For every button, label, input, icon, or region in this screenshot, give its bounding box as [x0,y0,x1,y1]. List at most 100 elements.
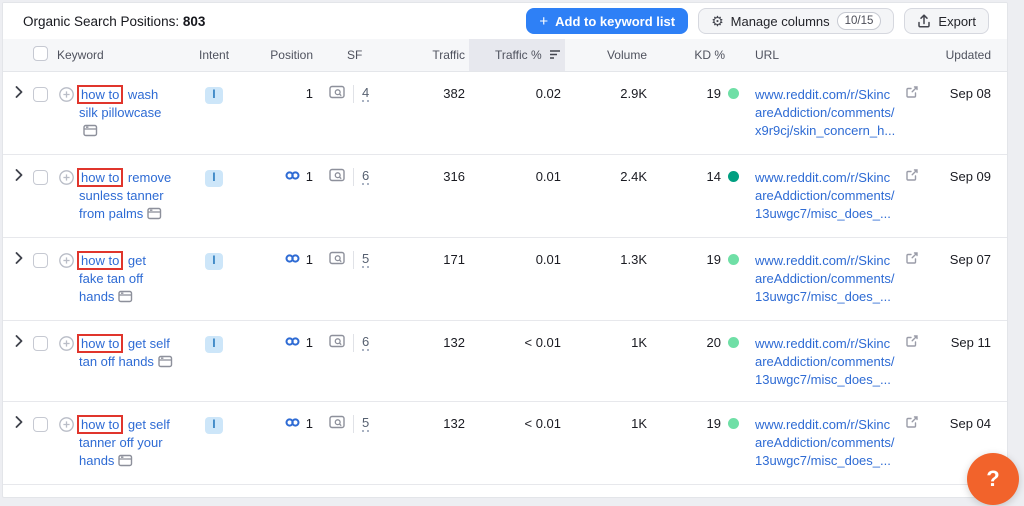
volume-cell: 2.9K [565,71,651,155]
position-cell: 1 [257,401,317,485]
intent-cell: I [195,237,257,321]
expand-chevron-icon[interactable] [15,168,23,184]
sf-value[interactable]: 5 [362,415,370,432]
serp-feature-link-icon[interactable] [285,416,300,431]
column-header-kd[interactable]: KD % [651,39,751,72]
kd-cell: 19 [651,401,751,485]
kd-dot [728,170,739,182]
add-keyword-icon[interactable] [59,86,74,142]
keyword-link[interactable]: how to wash silk pillowcase [77,84,162,120]
column-header-traffic-pct[interactable]: Traffic % [469,39,565,72]
serp-preview-icon[interactable] [329,334,345,351]
column-header-volume[interactable]: Volume [565,39,651,72]
expand-chevron-icon[interactable] [15,415,23,431]
volume-cell: 1.3K [565,237,651,321]
sf-value[interactable]: 6 [362,168,370,185]
manage-columns-button[interactable]: ⚙ Manage columns 10/15 [698,8,895,34]
serp-feature-link-icon[interactable] [285,169,300,184]
kd-value: 19 [706,415,721,431]
intent-cell: I [195,401,257,485]
url-link[interactable]: www.reddit.com/r/Skinc areAddiction/comm… [755,86,896,138]
column-header-sf[interactable]: SF [317,39,383,72]
row-checkbox[interactable] [33,252,48,268]
keyword-cell: how to remove sunless tanner from palms [55,154,195,238]
url-cell: www.reddit.com/r/Skinc areAddiction/comm… [751,401,935,485]
row-checkbox[interactable] [33,86,48,102]
serp-feature-link-icon[interactable] [285,335,300,350]
updated-cell: Sep 11 [935,320,1007,402]
expand-chevron-icon[interactable] [15,251,23,267]
external-link-icon[interactable] [905,85,919,102]
column-header-intent[interactable]: Intent [195,39,257,72]
column-header-url[interactable]: URL [751,39,935,72]
divider [353,414,354,433]
add-keyword-icon[interactable] [59,416,74,472]
positions-table: Keyword Intent Position SF Traffic Traff… [3,39,1007,485]
add-to-keyword-list-button[interactable]: + Add to keyword list [526,8,689,34]
table-row: how to remove sunless tanner from palms … [3,154,1007,238]
serp-preview-icon[interactable] [329,251,345,268]
serp-snapshot-icon[interactable] [83,124,98,142]
url-link[interactable]: www.reddit.com/r/Skinc areAddiction/comm… [755,252,895,304]
add-keyword-icon[interactable] [59,335,74,373]
external-link-icon[interactable] [905,251,919,268]
column-header-traffic[interactable]: Traffic [383,39,469,72]
url-link[interactable]: www.reddit.com/r/Skinc areAddiction/comm… [755,169,895,221]
expand-cell [3,320,29,402]
external-link-icon[interactable] [905,415,919,432]
traffic-cell: 382 [383,71,469,155]
kd-value: 19 [706,251,721,267]
columns-count-badge: 10/15 [836,11,882,31]
serp-feature-link-icon[interactable] [285,252,300,267]
keyword-link[interactable]: how to get self tanner off your hands [77,414,170,468]
serp-snapshot-icon[interactable] [118,290,133,308]
gear-icon: ⚙ [711,13,724,29]
keyword-highlight: how to [77,414,124,434]
serp-preview-icon[interactable] [329,168,345,185]
keyword-cell: how to get self tan off hands [55,320,195,402]
serp-snapshot-icon[interactable] [158,355,173,373]
url-link[interactable]: www.reddit.com/r/Skinc areAddiction/comm… [755,335,895,387]
expand-chevron-icon[interactable] [15,334,23,350]
column-header-updated[interactable]: Updated [935,39,1007,72]
column-header-position[interactable]: Position [257,39,317,72]
sf-value[interactable]: 6 [362,334,370,351]
serp-preview-icon[interactable] [329,85,345,102]
sf-cell: 6 [317,154,383,238]
add-keyword-icon[interactable] [59,252,74,308]
help-button[interactable]: ? [967,453,1019,505]
keyword-link[interactable]: how to get fake tan off hands [77,250,146,304]
table-row: how to get self tan off hands I 1 6 132 … [3,320,1007,402]
serp-preview-icon[interactable] [329,415,345,432]
row-checkbox[interactable] [33,335,48,351]
updated-cell: Sep 08 [935,71,1007,155]
serp-snapshot-icon[interactable] [118,454,133,472]
external-link-icon[interactable] [905,334,919,351]
column-header-keyword[interactable]: Keyword [55,39,195,72]
keyword-cell: how to get fake tan off hands [55,237,195,321]
kd-value: 19 [706,85,721,101]
header-expand [3,39,29,72]
select-all-checkbox[interactable] [33,46,48,62]
row-checkbox[interactable] [33,416,48,432]
checkbox-cell [29,237,55,321]
sf-value[interactable]: 4 [362,85,370,102]
intent-badge: I [205,169,223,188]
expand-cell [3,237,29,321]
external-link-icon[interactable] [905,168,919,185]
keyword-link[interactable]: how to remove sunless tanner from palms [77,167,171,221]
keyword-link[interactable]: how to get self tan off hands [77,333,170,369]
add-keyword-icon[interactable] [59,169,74,225]
export-button[interactable]: Export [904,8,989,34]
keyword-rest: wash silk pillowcase [79,86,162,120]
plus-icon: + [539,12,549,30]
traffic-cell: 132 [383,320,469,402]
expand-chevron-icon[interactable] [15,85,23,101]
keyword-highlight: how to [77,333,124,353]
sf-value[interactable]: 5 [362,251,370,268]
volume-cell: 2.4K [565,154,651,238]
intent-badge: I [205,416,223,435]
url-link[interactable]: www.reddit.com/r/Skinc areAddiction/comm… [755,416,895,468]
serp-snapshot-icon[interactable] [147,207,162,225]
row-checkbox[interactable] [33,169,48,185]
